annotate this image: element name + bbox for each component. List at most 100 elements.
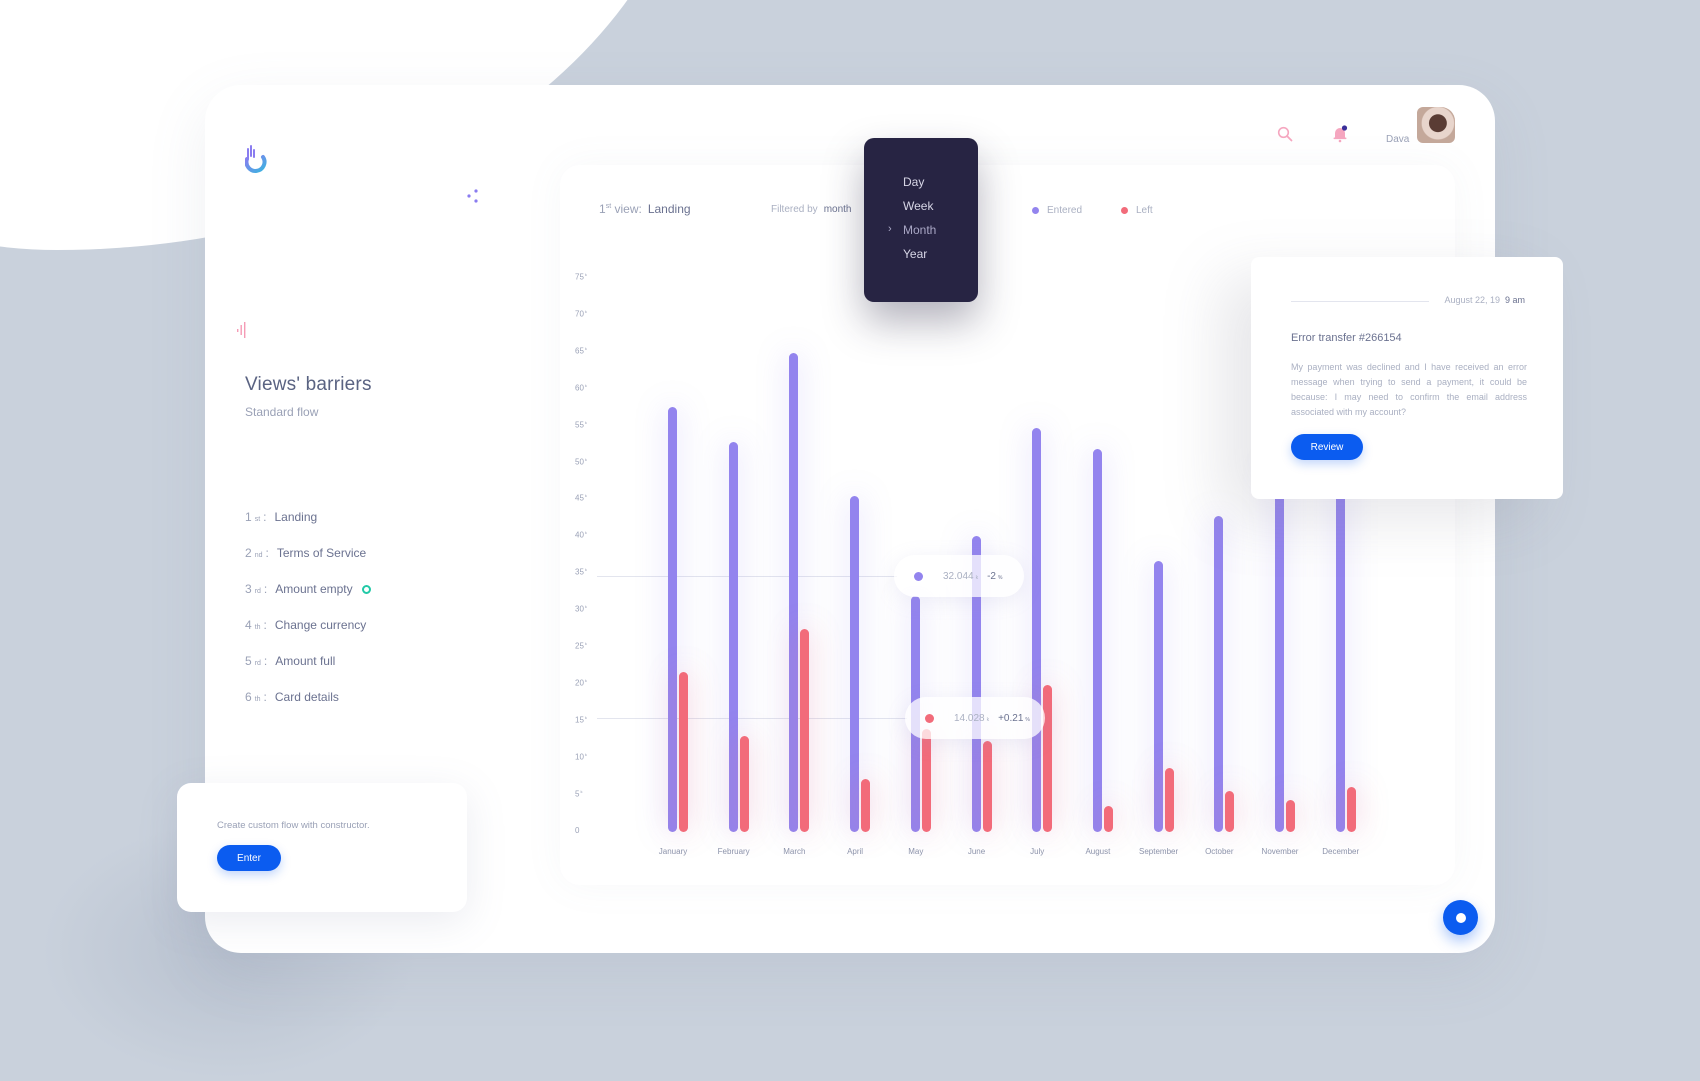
chevron-right-icon: › (888, 223, 892, 235)
y-tick-unit: k (584, 715, 587, 721)
legend-dot-icon (1032, 207, 1039, 214)
avatar[interactable] (1417, 107, 1455, 143)
y-tick-label: 40k (575, 530, 595, 540)
user-name[interactable]: Dava (1386, 134, 1410, 145)
bar-left-january[interactable] (679, 671, 688, 832)
divider (1291, 301, 1429, 302)
bar-entered-october[interactable] (1214, 515, 1224, 832)
filter-selector[interactable]: Filtered by month (771, 204, 851, 215)
promo-text: Create custom flow with constructor. (217, 820, 370, 831)
y-tick-value: 30 (575, 604, 584, 614)
bar-entered-december[interactable] (1335, 462, 1345, 832)
step-label: Amount full (275, 654, 336, 668)
bar-entered-june[interactable] (971, 536, 981, 832)
x-tick-label: March (783, 847, 806, 856)
tooltip-delta: +0.21 (998, 712, 1024, 724)
tooltip-delta-unit: % (998, 574, 1003, 581)
reference-line-entered (597, 576, 897, 577)
step-number: 6 (245, 690, 252, 704)
filter-value: month (823, 204, 852, 215)
step-label: Terms of Service (276, 546, 367, 560)
bar-entered-april[interactable] (850, 495, 860, 832)
notification-body: My payment was declined and I have recei… (1291, 362, 1527, 417)
step-suffix: rd (254, 660, 261, 667)
notification-time: 9 am (1504, 295, 1525, 305)
bar-left-october[interactable] (1225, 791, 1235, 832)
x-tick-label: October (1205, 847, 1234, 856)
view-prefix: view: (611, 202, 642, 216)
review-button[interactable]: Review (1291, 434, 1363, 460)
bar-entered-august[interactable] (1092, 449, 1102, 832)
y-tick-label: 45k (575, 493, 595, 503)
bar-left-june[interactable] (982, 741, 992, 832)
x-tick-label: September (1139, 847, 1179, 856)
y-tick-value: 75 (575, 272, 584, 282)
y-tick-label: 0 (575, 826, 595, 835)
notification-date: August 22, 19 (1444, 295, 1500, 305)
step-colon: : (265, 546, 269, 560)
step-label: Card details (274, 690, 339, 704)
bar-entered-july[interactable] (1032, 427, 1042, 832)
bell-icon[interactable] (1332, 125, 1348, 143)
y-tick-label: 20k (575, 678, 595, 688)
step-suffix: nd (254, 552, 263, 559)
logo-icon[interactable] (245, 145, 267, 173)
y-tick-value: 20 (575, 678, 584, 688)
bar-left-september[interactable] (1164, 767, 1174, 832)
bar-left-december[interactable] (1346, 786, 1356, 832)
dropdown-option-month[interactable]: › Month (864, 223, 978, 247)
y-tick-label: 70k (575, 309, 595, 319)
step-colon: : (263, 582, 268, 596)
dropdown-option-year[interactable]: Year (903, 247, 928, 261)
bar-entered-january[interactable] (668, 407, 677, 832)
step-suffix: th (254, 696, 261, 703)
bar-entered-february[interactable] (728, 441, 738, 832)
tooltip-value: 14.028 (954, 712, 985, 724)
bar-left-march[interactable] (800, 628, 810, 832)
floating-action-button[interactable] (1443, 900, 1478, 935)
bar-entered-march[interactable] (789, 353, 799, 832)
legend-entered[interactable]: Entered (1032, 205, 1082, 216)
bar-left-april[interactable] (861, 778, 871, 832)
bar-entered-november[interactable] (1275, 462, 1284, 832)
more-dots-icon[interactable] (466, 188, 480, 204)
bar-left-july[interactable] (1043, 684, 1053, 832)
bar-left-august[interactable] (1103, 806, 1113, 832)
bar-entered-september[interactable] (1153, 560, 1163, 832)
y-tick-unit: k (584, 493, 587, 499)
dropdown-option-week[interactable]: Week (903, 199, 934, 213)
bar-left-may[interactable] (921, 728, 931, 832)
y-tick-label: 5k (575, 789, 595, 799)
x-tick-label: May (908, 847, 924, 856)
bar-left-february[interactable] (739, 735, 749, 832)
enter-button[interactable]: Enter (217, 845, 281, 871)
step-label: Change currency (274, 618, 367, 632)
filter-label: Filtered by (771, 204, 818, 215)
step-suffix: rd (254, 588, 261, 595)
y-tick-value: 15 (575, 715, 584, 725)
bar-left-november[interactable] (1286, 800, 1295, 832)
period-dropdown[interactable]: Day Week › Month Year (864, 138, 978, 302)
y-tick-value: 65 (575, 346, 584, 356)
tooltip-unit: k (975, 574, 979, 581)
view-suffix: st (605, 203, 612, 210)
y-tick-unit: k (584, 604, 587, 610)
reference-line-left (597, 718, 907, 719)
search-icon[interactable] (1277, 126, 1293, 142)
legend-left[interactable]: Left (1121, 205, 1153, 216)
dropdown-option-day[interactable]: Day (903, 175, 925, 189)
y-tick-unit: k (580, 789, 583, 795)
y-tick-label: 10k (575, 752, 595, 762)
y-tick-unit: k (584, 308, 587, 314)
y-tick-unit: k (584, 456, 587, 462)
view-selector[interactable]: 1st view: Landing (599, 202, 691, 216)
step-suffix: th (254, 624, 261, 631)
y-tick-value: 10 (575, 752, 584, 762)
